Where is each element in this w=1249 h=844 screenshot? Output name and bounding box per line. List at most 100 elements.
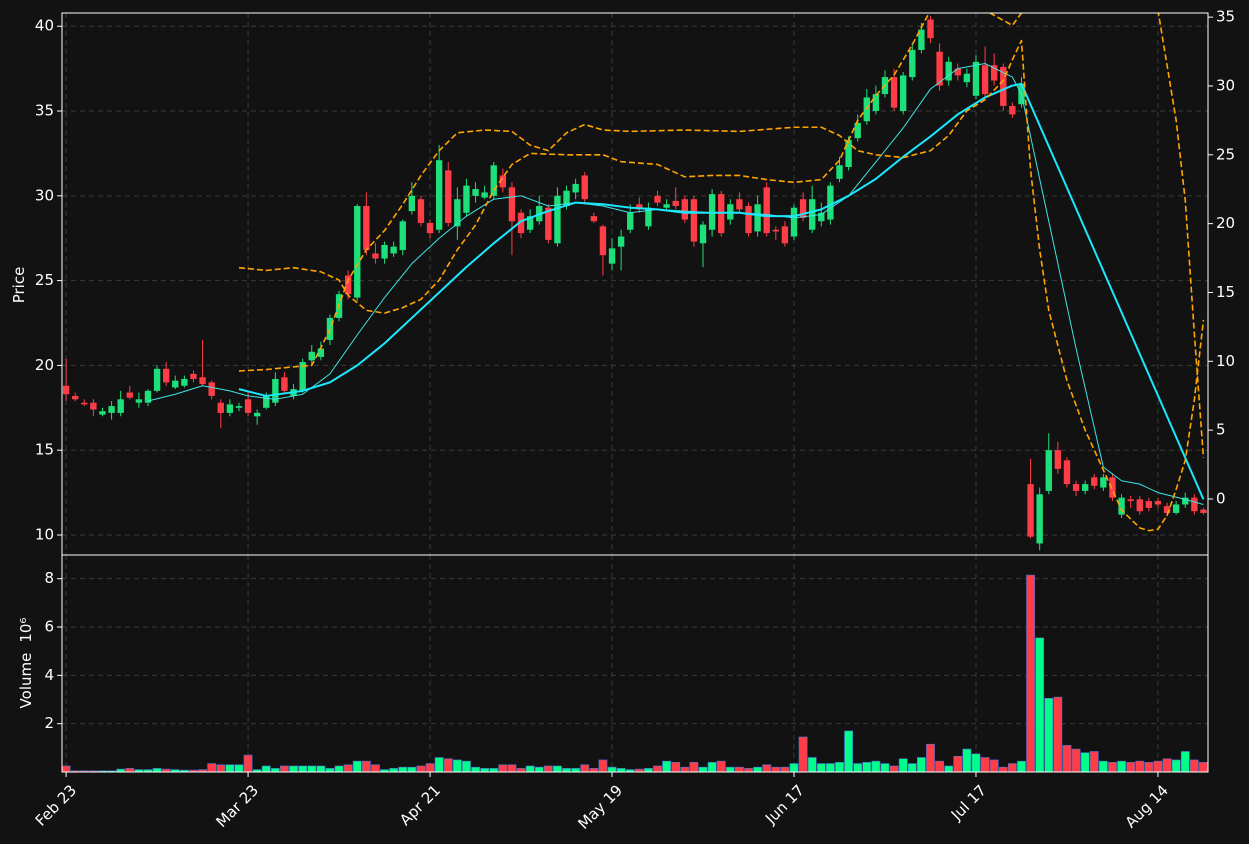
volume-bar — [261, 765, 271, 772]
candle-body — [1000, 66, 1007, 106]
volume-bar — [1026, 574, 1035, 772]
volume-bar — [853, 763, 863, 772]
y2-tick-label: 30 — [1216, 76, 1235, 94]
volume-bar — [771, 766, 781, 772]
candle-body — [736, 199, 743, 210]
volume-bar — [234, 764, 244, 772]
candle-body — [226, 404, 234, 413]
volume-bar — [744, 768, 753, 772]
candle-body — [617, 236, 625, 247]
candle-body — [463, 185, 470, 213]
y-axis-label: Price — [10, 267, 28, 304]
candle-body — [918, 29, 925, 50]
volume-bar — [307, 765, 317, 772]
candle-body — [872, 94, 880, 112]
candle-body — [1054, 450, 1062, 469]
volume-bar — [1108, 762, 1117, 772]
volume-bar — [361, 760, 371, 772]
y-tick-label: 40 — [35, 17, 54, 35]
candle-body — [181, 378, 188, 386]
volume-bar — [1017, 760, 1026, 772]
candle-body — [372, 253, 379, 259]
candle-body — [490, 165, 497, 196]
candle-body — [162, 368, 170, 383]
candle-body — [790, 207, 798, 237]
volume-bar — [398, 766, 408, 772]
candle-body — [763, 187, 770, 234]
candle-body — [517, 212, 525, 234]
candle-body — [1154, 501, 1162, 505]
candle-body — [981, 65, 989, 95]
candle-body — [481, 192, 488, 198]
volume-bar — [325, 768, 335, 772]
candle-body — [1027, 484, 1034, 537]
volume-bar — [480, 768, 490, 772]
candle-body — [954, 68, 961, 76]
volume-bar — [898, 758, 908, 772]
candle-body — [1045, 450, 1052, 491]
y2-tick-label: 20 — [1216, 214, 1235, 232]
grid — [62, 13, 1208, 772]
candle-body — [754, 204, 761, 232]
candle-body — [627, 212, 634, 230]
candle-body — [672, 200, 679, 206]
candle-body — [390, 246, 397, 254]
candle-body — [909, 49, 916, 78]
candle-body — [126, 392, 133, 398]
candle-body — [399, 221, 406, 251]
candle-body — [927, 19, 934, 39]
candle-body — [900, 75, 907, 112]
volume-bar — [789, 763, 799, 772]
candle-body — [636, 204, 643, 210]
volume-bar — [1189, 759, 1199, 772]
volume-bar — [1171, 759, 1181, 772]
candle-body — [272, 378, 279, 403]
candle-body — [526, 216, 534, 230]
volume-bar — [1135, 760, 1145, 772]
volume-bar — [525, 765, 535, 772]
candle-body — [772, 229, 779, 232]
volume-bar — [953, 755, 963, 772]
volume-bar — [416, 765, 426, 772]
volume-frame — [61, 554, 1209, 773]
candle-body — [153, 368, 161, 391]
candle-body — [1091, 477, 1098, 486]
volume-bar — [189, 769, 198, 772]
volume-bar — [816, 763, 826, 772]
candle-body — [308, 351, 315, 361]
volume-bar — [516, 768, 526, 772]
candle-body — [936, 51, 943, 86]
candle-body — [1072, 484, 1080, 491]
candle-body — [590, 216, 598, 222]
volume-bar — [1153, 760, 1163, 772]
volume-bar — [371, 764, 380, 772]
volume-bar — [270, 768, 280, 772]
volume-bar — [735, 766, 744, 772]
candle-body — [854, 122, 861, 139]
volume-bar — [944, 765, 954, 772]
volume-bar — [998, 766, 1008, 772]
candle-body — [845, 139, 852, 167]
candle-body — [344, 275, 352, 295]
volume-tick-label: 2 — [44, 714, 54, 732]
volume-bar — [1080, 752, 1090, 772]
volume-bar — [598, 759, 608, 772]
volume-bar — [389, 768, 399, 772]
candle-body — [426, 222, 434, 234]
volume-bar — [698, 766, 708, 772]
volume-bar — [989, 759, 999, 772]
y2-tick-label: 10 — [1216, 352, 1235, 370]
volume-bar — [889, 765, 899, 772]
candle-body — [208, 382, 215, 396]
volume-bar — [835, 762, 844, 772]
candle-body — [663, 204, 670, 208]
candle-body — [554, 195, 561, 244]
y2-tick-label: 25 — [1216, 145, 1235, 163]
volume-bar — [152, 768, 162, 772]
volume-bar — [671, 762, 681, 772]
volume-bar — [607, 766, 617, 772]
volume-bar — [1199, 762, 1208, 772]
volume-axis-label: Volume 10⁶ — [17, 618, 35, 709]
